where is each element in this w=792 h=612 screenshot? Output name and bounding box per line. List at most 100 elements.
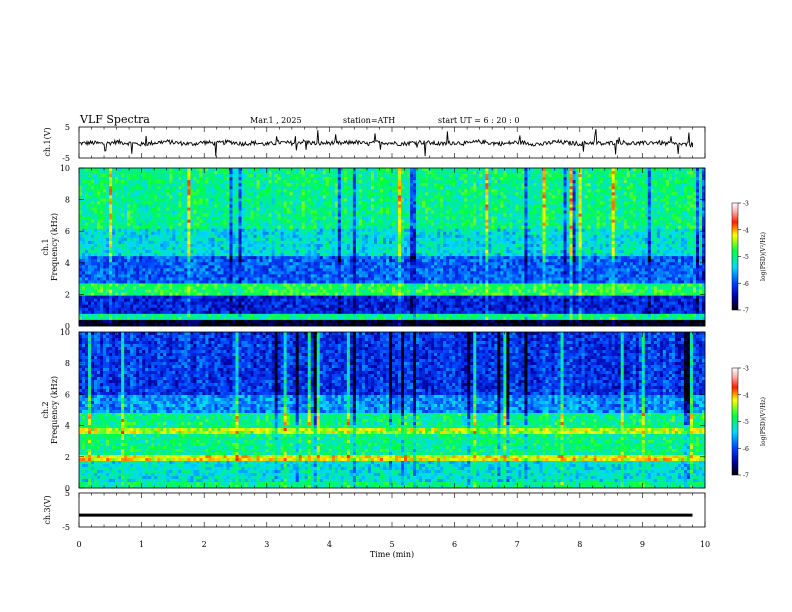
spectrogram-cell bbox=[277, 180, 281, 184]
spectrogram-cell bbox=[647, 177, 652, 181]
spectrogram-cell bbox=[443, 177, 447, 181]
spectrogram-cell bbox=[232, 198, 236, 202]
spectrogram-cell bbox=[569, 183, 573, 187]
spectrogram-cell bbox=[497, 198, 501, 202]
spectrogram-cell bbox=[449, 177, 453, 181]
spectrogram-cell bbox=[506, 225, 510, 230]
spectrogram-cell bbox=[184, 213, 188, 217]
spectrogram-cell bbox=[437, 192, 441, 196]
spectrogram-cell bbox=[184, 225, 188, 230]
spectrogram-cell bbox=[181, 222, 185, 227]
spectrogram-cell bbox=[94, 204, 98, 208]
spectrogram-cell bbox=[319, 192, 324, 196]
spectrogram-cell bbox=[313, 195, 318, 199]
spectrogram-cell bbox=[106, 219, 110, 223]
spectrogram-cell bbox=[470, 207, 474, 211]
spectrogram-cell bbox=[680, 216, 685, 220]
spectrogram-cell bbox=[307, 201, 312, 205]
spectrogram-cell bbox=[560, 183, 564, 187]
spectrogram-cell bbox=[157, 177, 161, 181]
spectrogram-cell bbox=[479, 207, 483, 211]
spectrogram-cell bbox=[629, 186, 634, 190]
spectrogram-cell bbox=[157, 222, 161, 227]
spectrogram-cell bbox=[560, 225, 564, 230]
spectrogram-cell bbox=[596, 222, 600, 227]
spectrogram-cell bbox=[220, 225, 224, 230]
spectrogram-cell bbox=[500, 189, 504, 193]
spectrogram-cell bbox=[536, 201, 540, 205]
spectrogram-cell bbox=[265, 198, 269, 202]
spectrogram-cell bbox=[653, 216, 658, 220]
spectrogram-cell bbox=[449, 192, 453, 196]
spectrogram-cell bbox=[539, 177, 543, 181]
spectrogram-cell bbox=[497, 189, 501, 193]
spectrogram-cell bbox=[662, 177, 667, 181]
spectrogram-cell bbox=[337, 186, 342, 190]
spectrogram-cell bbox=[79, 186, 83, 190]
spectrogram-cell bbox=[253, 180, 257, 184]
spectrogram-cell bbox=[115, 237, 119, 242]
spectrogram-cell bbox=[283, 228, 287, 233]
spectrogram-cell bbox=[458, 204, 462, 208]
spectrogram-cell bbox=[641, 174, 646, 178]
spectrogram-cell bbox=[250, 186, 254, 190]
spectrogram-cell bbox=[331, 195, 336, 199]
spectrogram-cell bbox=[476, 219, 480, 223]
spectrogram-cell bbox=[274, 210, 278, 214]
spectrogram-cell bbox=[485, 210, 489, 214]
spectrogram-cell bbox=[373, 177, 378, 181]
spectrogram-cell bbox=[443, 174, 447, 178]
spectrogram-cell bbox=[488, 168, 492, 172]
spectrogram-cell bbox=[121, 192, 125, 196]
spectrogram-cell bbox=[337, 228, 342, 233]
spectrogram-cell bbox=[479, 210, 483, 214]
spectrogram-cell bbox=[548, 195, 552, 199]
spectrogram-cell bbox=[605, 192, 609, 196]
spectrogram-cell bbox=[382, 195, 387, 199]
spectrogram-cell bbox=[491, 210, 495, 214]
spectrogram-cell bbox=[653, 174, 658, 178]
spectrogram-cell bbox=[301, 195, 306, 199]
spectrogram-cell bbox=[419, 210, 423, 214]
spectrogram-cell bbox=[614, 216, 619, 220]
spectrogram-cell bbox=[139, 210, 143, 214]
spectrogram-cell bbox=[238, 177, 242, 181]
spectrogram-cell bbox=[382, 177, 387, 181]
spectrogram-cell bbox=[343, 183, 348, 187]
spectrogram-cell bbox=[313, 168, 318, 172]
spectrogram-cell bbox=[536, 192, 540, 196]
spectrogram-cell bbox=[283, 180, 287, 184]
spectrogram-cell bbox=[518, 186, 522, 190]
spectrogram-cell bbox=[223, 219, 227, 223]
spectrogram-cell bbox=[401, 189, 405, 193]
spectrogram-cell bbox=[608, 189, 612, 193]
spectrogram-cell bbox=[244, 177, 248, 181]
spectrogram-cell bbox=[485, 180, 489, 184]
spectrogram-cell bbox=[184, 171, 188, 175]
spectrogram-cell bbox=[437, 204, 441, 208]
spectrogram-cell bbox=[497, 231, 501, 236]
spectrogram-cell bbox=[701, 171, 706, 175]
spectrogram-cell bbox=[614, 192, 619, 196]
spectrogram-cell bbox=[629, 213, 634, 217]
spectrogram-cell bbox=[265, 174, 269, 178]
spectrogram-cell bbox=[455, 192, 459, 196]
spectrogram-cell bbox=[512, 168, 516, 172]
spectrogram-cell bbox=[238, 225, 242, 230]
spectrogram-cell bbox=[398, 213, 402, 217]
spectrogram-cell bbox=[392, 198, 396, 202]
spectrogram-cell bbox=[241, 234, 245, 239]
spectrogram-cell bbox=[602, 225, 606, 230]
spectrogram-cell bbox=[310, 216, 315, 220]
spectrogram-cell bbox=[455, 219, 459, 223]
spectrogram-cell bbox=[160, 180, 164, 184]
spectrogram-cell bbox=[551, 192, 555, 196]
spectrogram-cell bbox=[139, 207, 143, 211]
spectrogram-cell bbox=[524, 213, 528, 217]
spectrogram-cell bbox=[518, 216, 522, 220]
spectrogram-cell bbox=[524, 225, 528, 230]
spectrogram-cell bbox=[316, 213, 321, 217]
spectrogram-cell bbox=[367, 228, 372, 233]
spectrogram-cell bbox=[608, 222, 612, 227]
spectrogram-cell bbox=[605, 177, 609, 181]
